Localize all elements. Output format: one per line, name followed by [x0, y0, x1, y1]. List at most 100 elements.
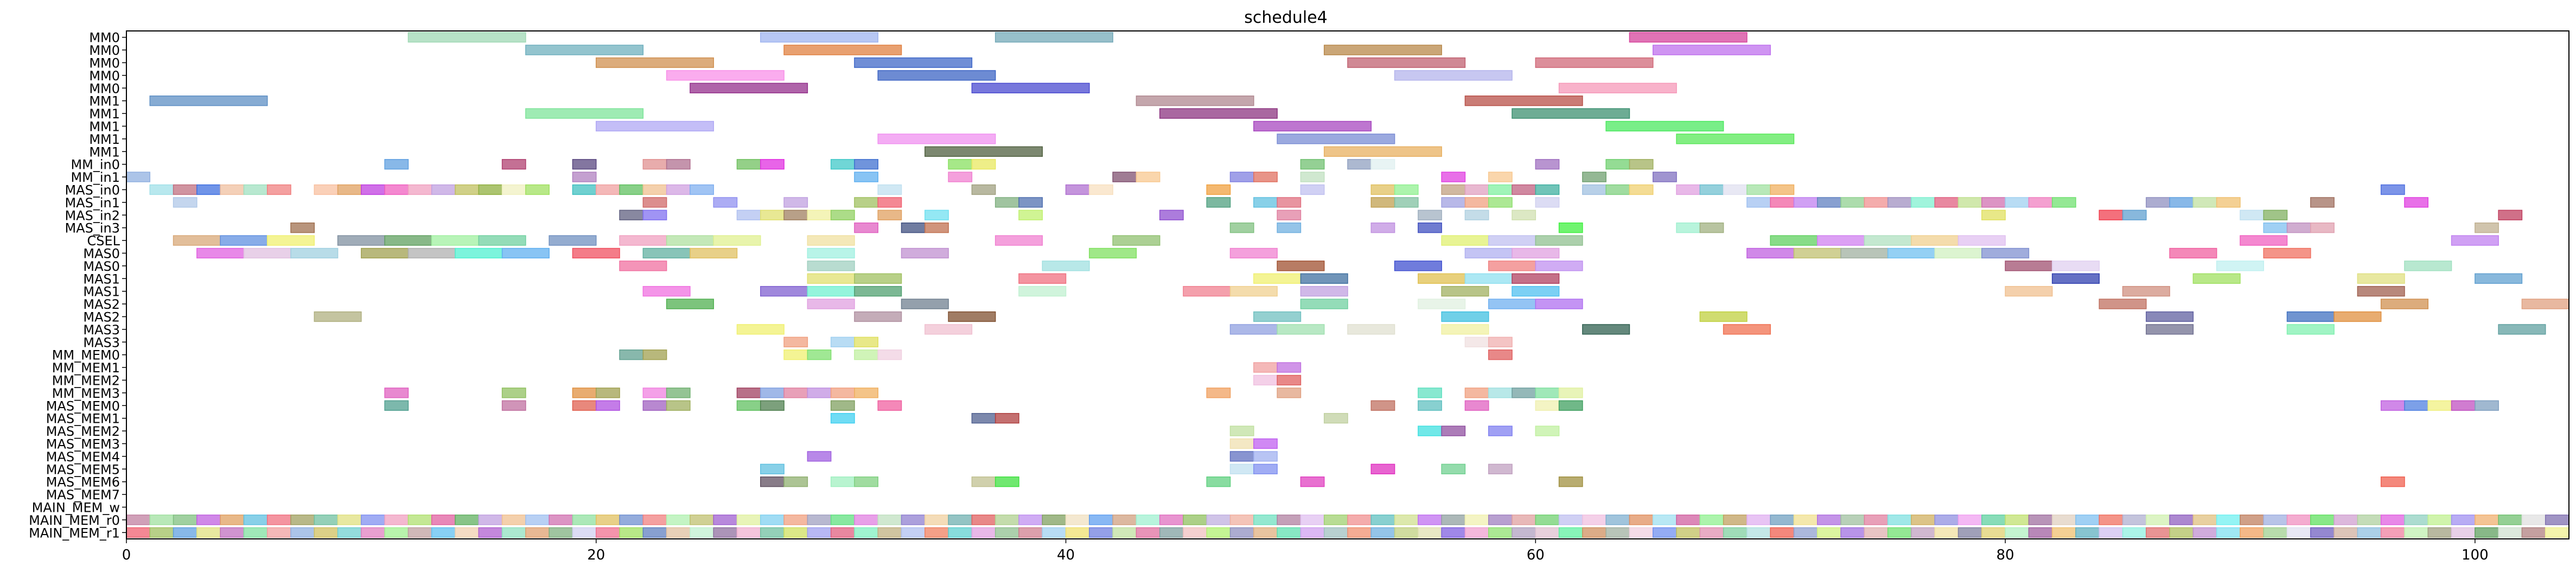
gantt-bar: [2051, 514, 2076, 525]
gantt-bar: [478, 184, 503, 195]
gantt-bar: [501, 387, 526, 398]
gantt-bar: [994, 413, 1019, 424]
gantt-bar: [2146, 514, 2170, 525]
gantt-bar: [877, 209, 902, 220]
gantt-bar: [1464, 387, 1489, 398]
gantt-bar: [1770, 197, 1795, 208]
gantt-bar: [1723, 527, 1748, 538]
gantt-bar: [196, 184, 221, 195]
gantt-bar: [783, 45, 902, 55]
gantt-bar: [1418, 527, 1442, 538]
gantt-bar: [126, 171, 151, 182]
gantt-bar: [2051, 273, 2100, 284]
gantt-bar: [854, 223, 878, 233]
gantt-bar: [1558, 387, 1583, 398]
gantt-bar: [642, 184, 667, 195]
y-axis: MM0MM0MM0MM0MM0MM1MM1MM1MM1MM1MM_in0MM_i…: [29, 30, 126, 541]
gantt-bar: [1911, 527, 1935, 538]
gantt-bar: [2521, 514, 2546, 525]
gantt-bar: [760, 400, 785, 411]
gantt-bar: [830, 514, 855, 525]
gantt-bar: [854, 514, 878, 525]
gantt-bar: [455, 514, 480, 525]
gantt-bar: [1229, 451, 1254, 462]
gantt-bar: [1770, 514, 1795, 525]
gantt-bar: [1112, 171, 1137, 182]
gantt-bar: [384, 184, 409, 195]
gantt-bar: [1394, 514, 1419, 525]
gantt-bar: [1229, 438, 1254, 449]
gantt-bar: [1746, 247, 1795, 259]
gantt-bar: [2451, 400, 2476, 411]
gantt-bar: [196, 527, 221, 538]
gantt-bar: [2357, 273, 2405, 284]
gantt-bar: [1065, 527, 1090, 538]
gantt-bar: [1229, 247, 1278, 259]
gantt-bar: [642, 209, 667, 220]
gantt-bar: [1488, 387, 1513, 398]
gantt-bar: [1206, 184, 1231, 195]
gantt-bar: [2498, 527, 2523, 538]
gantt-bar: [807, 349, 832, 360]
gantt-bar: [1394, 527, 1419, 538]
gantt-bar: [1957, 235, 2006, 246]
gantt-bar: [384, 159, 409, 170]
gantt-bar: [690, 527, 714, 538]
gantt-bar: [1793, 197, 1818, 208]
gantt-bar: [736, 527, 761, 538]
gantt-bar: [854, 387, 878, 398]
gantt-bar: [2427, 400, 2452, 411]
gantt-bar: [1229, 527, 1254, 538]
gantt-bar: [2286, 527, 2311, 538]
gantt-bar: [713, 527, 738, 538]
gantt-bar: [830, 159, 855, 170]
gantt-bar: [2240, 235, 2288, 246]
gantt-bar: [1229, 425, 1254, 436]
gantt-bar: [1911, 514, 1935, 525]
y-tick-label: MAIN_MEM_w: [32, 500, 120, 516]
gantt-bar: [854, 527, 878, 538]
gantt-bar: [1464, 514, 1489, 525]
gantt-bar: [1089, 184, 1113, 195]
gantt-bar: [1159, 527, 1184, 538]
gantt-bar: [783, 209, 808, 220]
gantt-bar: [1887, 514, 1912, 525]
gantt-bar: [1558, 223, 1583, 233]
gantt-bar: [1394, 184, 1419, 195]
gantt-bar: [1653, 527, 1677, 538]
gantt-bar: [1206, 514, 1231, 525]
gantt-bar: [1723, 324, 1771, 335]
gantt-bar: [1441, 286, 1489, 297]
gantt-bar: [1582, 527, 1606, 538]
gantt-bar: [783, 514, 808, 525]
gantt-bar: [384, 387, 409, 398]
x-tick-label: 40: [1057, 547, 1075, 563]
y-tick-label: MAIN_MEM_r0: [29, 513, 120, 528]
gantt-bar: [854, 171, 878, 182]
y-tick-label: MM_in0: [71, 157, 120, 173]
gantt-bar: [1441, 184, 1466, 195]
gantt-bar: [1512, 273, 1560, 284]
gantt-bar: [830, 209, 855, 220]
gantt-bar: [2427, 514, 2452, 525]
gantt-bar: [1770, 235, 1818, 246]
gantt-bar: [1746, 527, 1771, 538]
gantt-bar: [2427, 527, 2452, 538]
gantt-bar: [2475, 273, 2523, 284]
gantt-bar: [642, 286, 691, 297]
gantt-bar: [1864, 235, 1912, 246]
gantt-bar: [525, 108, 644, 119]
y-tick-label: MAS2: [83, 297, 120, 312]
gantt-bar: [1089, 527, 1113, 538]
gantt-bar: [1136, 527, 1161, 538]
gantt-bar: [2357, 527, 2382, 538]
gantt-bar: [337, 527, 362, 538]
gantt-bar: [1347, 159, 1372, 170]
gantt-bar: [1535, 184, 1560, 195]
gantt-bar: [196, 514, 221, 525]
gantt-bar: [1605, 159, 1630, 170]
y-tick-label: MAS0: [83, 259, 120, 274]
gantt-bar: [2051, 197, 2076, 208]
gantt-bar: [1206, 527, 1231, 538]
gantt-bar: [2380, 184, 2405, 195]
